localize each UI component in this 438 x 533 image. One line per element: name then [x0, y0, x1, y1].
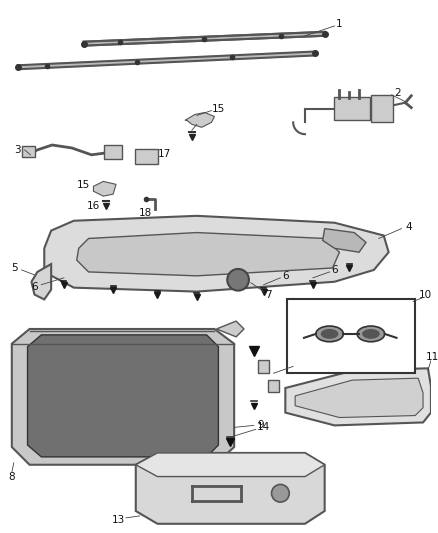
- Text: 13: 13: [111, 515, 125, 525]
- Circle shape: [227, 269, 249, 290]
- Polygon shape: [77, 232, 339, 276]
- FancyBboxPatch shape: [287, 300, 415, 373]
- FancyBboxPatch shape: [104, 144, 123, 159]
- Text: 9: 9: [258, 421, 264, 430]
- FancyBboxPatch shape: [258, 360, 269, 373]
- Text: 18: 18: [139, 208, 152, 218]
- Ellipse shape: [321, 329, 339, 339]
- Text: 12: 12: [293, 359, 307, 369]
- Text: 15: 15: [77, 180, 90, 190]
- Text: 14: 14: [257, 422, 270, 432]
- FancyBboxPatch shape: [135, 149, 158, 164]
- Text: 5: 5: [11, 263, 18, 273]
- FancyBboxPatch shape: [268, 379, 279, 392]
- Text: 10: 10: [418, 289, 431, 300]
- Polygon shape: [93, 181, 116, 196]
- Text: 3: 3: [14, 145, 21, 155]
- Text: 6: 6: [31, 281, 38, 292]
- Polygon shape: [28, 335, 219, 457]
- Text: 8: 8: [8, 472, 15, 481]
- Text: 16: 16: [197, 117, 210, 127]
- Text: 6: 6: [331, 265, 338, 275]
- Polygon shape: [44, 216, 389, 292]
- FancyBboxPatch shape: [371, 95, 392, 123]
- Text: 7: 7: [265, 289, 272, 300]
- FancyBboxPatch shape: [333, 97, 370, 120]
- Polygon shape: [285, 368, 431, 425]
- Polygon shape: [12, 329, 234, 465]
- Text: 17: 17: [158, 149, 171, 159]
- Ellipse shape: [362, 329, 380, 339]
- Text: 15: 15: [212, 103, 225, 114]
- Polygon shape: [323, 229, 366, 252]
- Ellipse shape: [357, 326, 385, 342]
- Polygon shape: [185, 112, 215, 127]
- Polygon shape: [18, 52, 315, 69]
- Text: 11: 11: [426, 352, 438, 361]
- Text: 4: 4: [405, 222, 412, 232]
- Polygon shape: [216, 321, 244, 337]
- Polygon shape: [32, 264, 51, 300]
- Text: 16: 16: [87, 201, 100, 211]
- Polygon shape: [295, 378, 423, 417]
- Text: 2: 2: [394, 88, 401, 98]
- Text: 1: 1: [336, 19, 343, 29]
- FancyBboxPatch shape: [22, 147, 35, 157]
- Ellipse shape: [316, 326, 343, 342]
- Polygon shape: [84, 32, 325, 46]
- Circle shape: [272, 484, 289, 502]
- Text: 6: 6: [282, 271, 289, 281]
- Polygon shape: [136, 453, 325, 524]
- Polygon shape: [136, 453, 325, 477]
